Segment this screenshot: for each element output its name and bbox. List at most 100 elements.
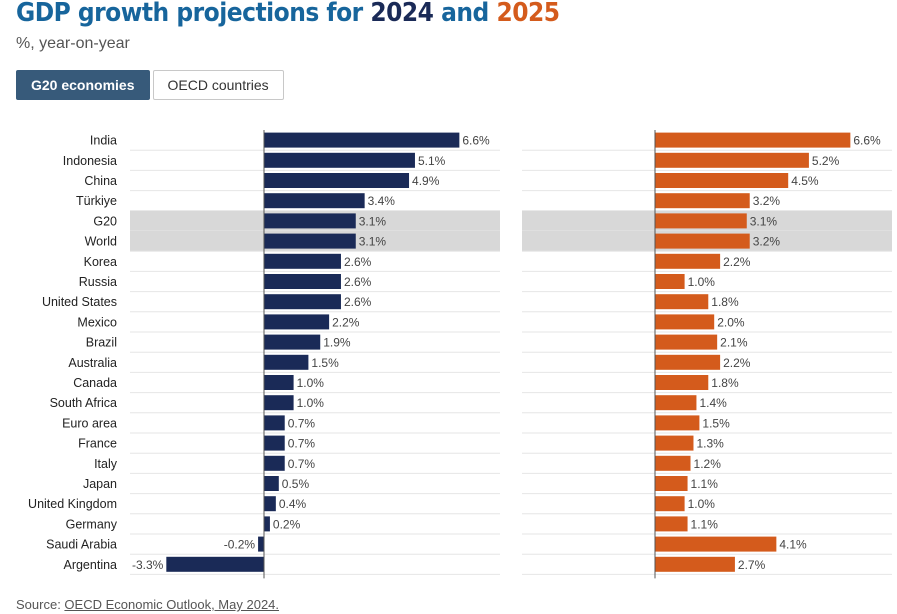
category-label-euro-area: Euro area [62,416,117,430]
value-label-2024-euro-area: 0.7% [288,416,316,430]
title-and: and [433,0,497,28]
value-label-2025-india: 6.6% [853,134,881,148]
bar-2025-india [655,132,851,148]
bar-2025-world [655,233,750,249]
bar-2025-china [655,173,789,188]
category-label-russia: Russia [79,275,117,289]
gdp-chart: India 6.6% 6.6% Indonesia 5.1% 5.2% China 4.9% 4… [28,130,892,579]
value-label-2025-turkiye: 3.2% [753,194,781,208]
category-label-china: China [84,174,117,188]
bar-2025-brazil [655,334,718,350]
value-label-2024-united-states: 2.6% [344,295,372,309]
value-label-2025-indonesia: 5.2% [812,154,840,168]
category-label-united-kingdom: United Kingdom [28,497,117,511]
value-label-2025-south-africa: 1.4% [699,396,727,410]
bar-2025-korea [655,253,721,269]
bar-2024-euro-area [264,415,285,431]
value-label-2025-italy: 1.2% [694,457,722,471]
value-label-2024-south-africa: 1.0% [297,396,325,410]
value-label-2024-united-kingdom: 0.4% [279,497,307,511]
bar-2024-south-africa [264,395,294,411]
source-note: Source: OECD Economic Outlook, May 2024. [16,597,279,612]
value-label-2024-china: 4.9% [412,174,440,188]
bar-2024-france [264,435,285,451]
category-label-brazil: Brazil [86,336,117,350]
category-label-turkiye: Türkiye [76,194,117,208]
value-label-2025-mexico: 2.0% [717,315,745,329]
value-label-2025-australia: 2.2% [723,356,751,370]
category-label-south-africa: South Africa [50,396,117,410]
category-label-indonesia: Indonesia [63,154,117,168]
category-label-australia: Australia [68,356,117,370]
chart-title: GDP growth projections for 2024 and 2025 [16,0,560,28]
category-label-united-states: United States [42,295,117,309]
value-label-2025-japan: 1.1% [691,477,719,491]
bar-2024-japan [264,476,279,491]
value-label-2024-korea: 2.6% [344,255,372,269]
value-label-2025-russia: 1.0% [688,275,716,289]
bar-2025-indonesia [655,152,809,168]
bar-2025-germany [655,516,688,532]
bar-2025-south-africa [655,395,697,411]
value-label-2024-australia: 1.5% [311,356,339,370]
bar-2024-brazil [264,334,321,350]
bar-2024-united-kingdom [264,496,276,512]
value-label-2025-euro-area: 1.5% [702,416,730,430]
bar-2024-china [264,173,410,188]
category-label-france: France [78,437,117,451]
chart-subtitle: %, year-on-year [16,35,130,52]
bar-2024-indonesia [264,152,415,168]
category-label-italy: Italy [94,457,118,471]
value-label-2025-united-kingdom: 1.0% [688,497,716,511]
value-label-2024-russia: 2.6% [344,275,372,289]
value-label-2024-saudi-arabia: -0.2% [224,538,256,552]
value-label-2025-china: 4.5% [791,174,819,188]
bar-2024-india [264,132,460,148]
bar-2024-korea [264,253,341,269]
bar-2024-canada [264,375,294,390]
bar-2025-canada [655,375,709,390]
title-text: GDP growth projections for [16,0,371,28]
title-year-2025: 2025 [496,0,560,28]
value-label-2025-world: 3.2% [753,235,781,249]
bar-2025-united-kingdom [655,496,685,512]
bar-2024-united-states [264,294,341,310]
bar-2024-turkiye [264,193,365,209]
value-label-2025-g20: 3.1% [750,214,778,228]
value-label-2025-brazil: 2.1% [720,336,748,350]
value-label-2025-canada: 1.8% [711,376,739,390]
source-link[interactable]: OECD Economic Outlook, May 2024. [64,597,280,612]
tab-oecd-countries[interactable]: OECD countries [152,70,284,100]
bar-2025-united-states [655,294,709,310]
value-label-2024-brazil: 1.9% [323,336,351,350]
bar-2024-world [264,233,356,249]
value-label-2024-germany: 0.2% [273,517,301,531]
value-label-2024-argentina: -3.3% [132,558,164,572]
bar-2025-saudi-arabia [655,536,777,552]
tab-group: G20 economies OECD countries [16,70,284,100]
value-label-2024-italy: 0.7% [288,457,316,471]
bar-2024-australia [264,354,309,370]
value-label-2024-indonesia: 5.1% [418,154,446,168]
value-label-2024-mexico: 2.2% [332,315,360,329]
value-label-2024-japan: 0.5% [282,477,310,491]
bar-2024-mexico [264,314,330,330]
category-label-saudi-arabia: Saudi Arabia [46,538,117,552]
bar-2025-france [655,435,694,451]
category-label-germany: Germany [66,517,118,531]
category-label-g20: G20 [93,214,117,228]
bar-2025-russia [655,274,685,289]
category-label-japan: Japan [83,477,117,491]
value-label-2024-india: 6.6% [462,134,490,148]
source-label: Source: [16,597,65,612]
bar-2024-germany [264,516,270,532]
value-label-2025-saudi-arabia: 4.1% [779,538,807,552]
value-label-2025-france: 1.3% [696,437,724,451]
category-label-argentina: Argentina [63,558,117,572]
bar-2025-euro-area [655,415,700,431]
tab-g20-economies[interactable]: G20 economies [16,70,150,100]
bar-2025-g20 [655,213,747,229]
category-label-world: World [85,235,117,249]
category-label-india: India [90,134,117,148]
bar-2025-argentina [655,556,735,572]
